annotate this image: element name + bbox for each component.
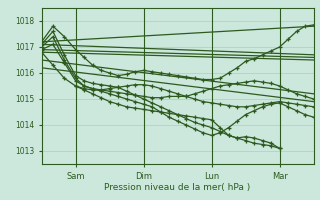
- X-axis label: Pression niveau de la mer( hPa ): Pression niveau de la mer( hPa ): [104, 183, 251, 192]
